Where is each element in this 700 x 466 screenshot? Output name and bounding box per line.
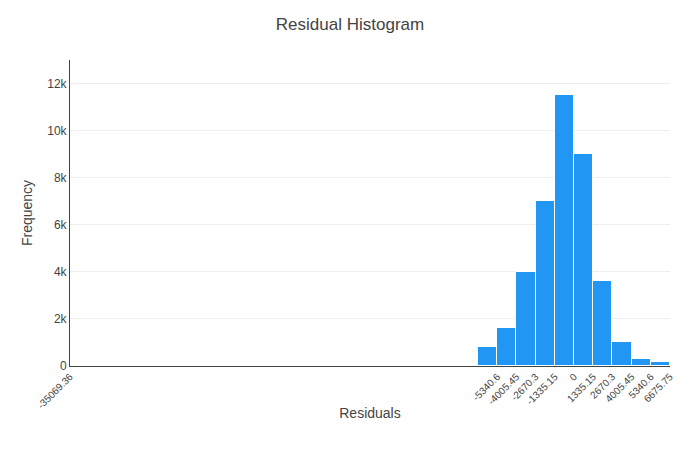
svg-text:4k: 4k: [54, 265, 68, 279]
svg-text:10k: 10k: [47, 124, 67, 138]
svg-text:-5340.6: -5340.6: [470, 371, 502, 403]
svg-text:4005.45: 4005.45: [603, 371, 637, 405]
svg-text:6675.75: 6675.75: [642, 371, 676, 405]
svg-text:-4005.45: -4005.45: [486, 371, 522, 407]
svg-text:5340.6: 5340.6: [626, 371, 656, 401]
svg-text:0: 0: [567, 371, 579, 383]
svg-text:Residual Histogram: Residual Histogram: [276, 15, 424, 34]
svg-text:1335.15: 1335.15: [565, 371, 599, 405]
svg-text:-1335.15: -1335.15: [524, 371, 560, 407]
svg-text:12k: 12k: [47, 77, 67, 91]
svg-text:8k: 8k: [54, 171, 68, 185]
svg-text:Frequency: Frequency: [19, 180, 35, 246]
svg-text:Residuals: Residuals: [339, 405, 400, 421]
svg-text:6k: 6k: [54, 218, 68, 232]
svg-text:-2670.3: -2670.3: [509, 371, 541, 403]
svg-text:0: 0: [60, 359, 67, 373]
svg-text:2k: 2k: [54, 312, 68, 326]
svg-text:2670.3: 2670.3: [588, 371, 618, 401]
svg-text:-35069.36: -35069.36: [35, 371, 75, 411]
